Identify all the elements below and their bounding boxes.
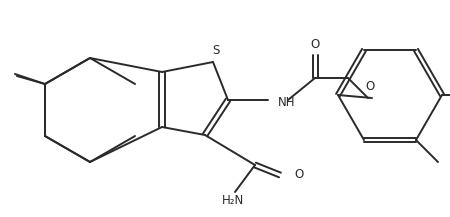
Text: O: O [310,38,320,51]
Text: S: S [212,43,220,56]
Text: H₂N: H₂N [222,194,244,207]
Text: NH: NH [278,95,296,108]
Text: O: O [365,81,374,94]
Text: O: O [294,168,303,181]
